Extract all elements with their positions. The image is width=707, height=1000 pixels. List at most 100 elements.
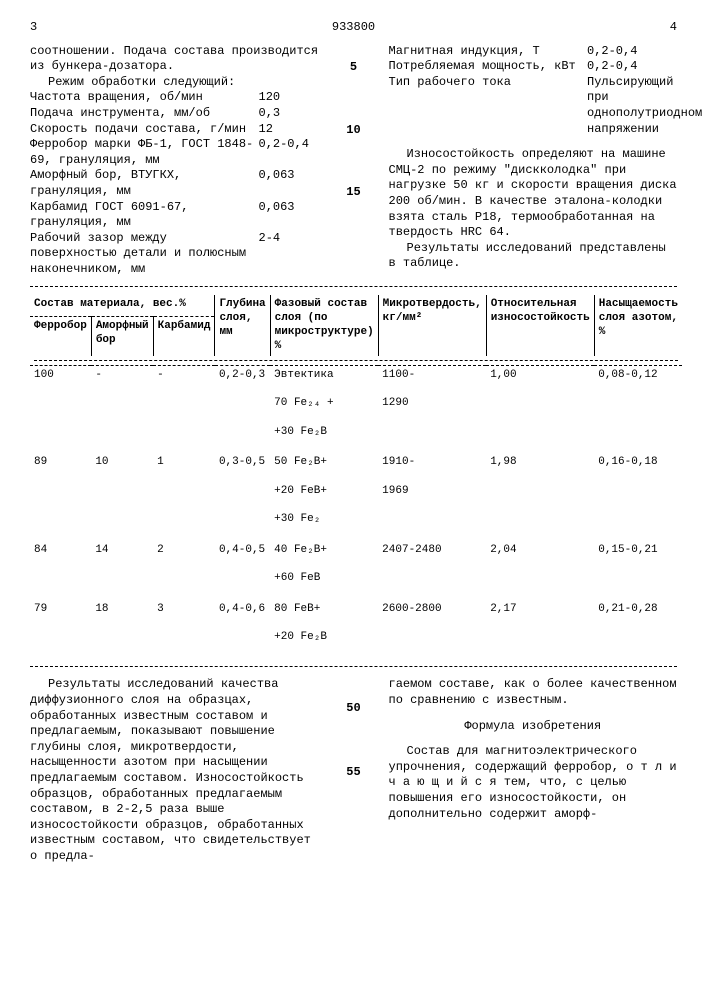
cell: 1910-1969 <box>378 453 486 528</box>
param-row: Частота вращения, об/мин120 <box>30 90 319 106</box>
cell: 0,16-0,18 <box>594 453 682 528</box>
param-row: Аморфный бор, ВТУГКХ, грануляция, мм0,06… <box>30 168 319 199</box>
phase-cell: 40 Fe₂B++60 FeB <box>270 541 378 588</box>
formula-title: Формула изобретения <box>389 719 678 735</box>
param-value: Пульсирующий при однополутриодном напряж… <box>587 75 677 137</box>
table-top-rule <box>30 286 677 287</box>
cell: 2 <box>153 541 215 588</box>
param-label: Магнитная индукция, Т <box>389 44 588 60</box>
upper-columns: соотношении. Подача состава производится… <box>30 44 677 278</box>
line-num <box>344 76 364 92</box>
cell: 0,4-0,6 <box>215 600 270 647</box>
line-num: 15 <box>344 185 364 216</box>
param-value: 0,3 <box>259 106 319 122</box>
intro-text: соотношении. Подача состава производится… <box>30 44 319 75</box>
cell: 10 <box>91 453 153 528</box>
param-value: 2-4 <box>259 231 319 278</box>
cell: 0,08-0,12 <box>594 365 682 441</box>
right-para2: Результаты исследований представлены в т… <box>389 241 678 272</box>
left-column: соотношении. Подача состава производится… <box>30 44 319 278</box>
cell: 1,98 <box>486 453 594 528</box>
results-table: Состав материала, вес.%Глубина слоя, ммФ… <box>30 295 682 659</box>
cell: 3 <box>153 600 215 647</box>
page-right: 4 <box>670 20 677 36</box>
table-row: 891010,3-0,550 Fe₂B++20 FeB++30 Fe₂1910-… <box>30 453 682 528</box>
cell: - <box>153 365 215 441</box>
param-row: Подача инструмента, мм/об0,3 <box>30 106 319 122</box>
cell: 0,3-0,5 <box>215 453 270 528</box>
cell: 1100-1290 <box>378 365 486 441</box>
param-label: Ферробор марки ФБ-1, ГОСТ 1848-69, грану… <box>30 137 259 168</box>
phase-cell: Эвтектика70 Fe₂₄ ++30 Fe₂B <box>270 365 378 441</box>
param-label: Потребляемая мощность, кВт <box>389 59 588 75</box>
page-header: 3 933800 4 <box>30 20 677 36</box>
cell: 2407-2480 <box>378 541 486 588</box>
right-column: Магнитная индукция, Т0,2-0,4Потребляемая… <box>389 44 678 278</box>
line-num <box>344 154 364 185</box>
cell: 2,04 <box>486 541 594 588</box>
param-label: Частота вращения, об/мин <box>30 90 259 106</box>
param-row: Тип рабочего токаПульсирующий при однопо… <box>389 75 678 137</box>
cell: 0,4-0,5 <box>215 541 270 588</box>
cell: 14 <box>91 541 153 588</box>
param-label: Аморфный бор, ВТУГКХ, грануляция, мм <box>30 168 259 199</box>
bottom-right-p2: Состав для магнитоэлектрического упрочне… <box>389 744 678 822</box>
param-value: 12 <box>259 122 319 138</box>
cell: 0,21-0,28 <box>594 600 682 647</box>
cell: 2,17 <box>486 600 594 647</box>
bottom-left: Результаты исследований качества диффузи… <box>30 677 319 864</box>
param-label: Скорость подачи состава, г/мин <box>30 122 259 138</box>
bottom-right-p1: гаемом составе, как о более качественном… <box>389 677 678 708</box>
param-value: 0,063 <box>259 168 319 199</box>
param-value: 0,063 <box>259 200 319 231</box>
mode-title: Режим обработки следующий: <box>30 75 319 91</box>
param-value: 0,2-0,4 <box>587 44 677 60</box>
param-row: Скорость подачи состава, г/мин12 <box>30 122 319 138</box>
cell: 1 <box>153 453 215 528</box>
cell: 79 <box>30 600 91 647</box>
page-left: 3 <box>30 20 37 36</box>
param-row: Рабочий зазор между поверхностью детали … <box>30 231 319 278</box>
param-row: Ферробор марки ФБ-1, ГОСТ 1848-69, грану… <box>30 137 319 168</box>
ln50: 50 <box>344 701 364 717</box>
table-row: 841420,4-0,540 Fe₂B++60 FeB2407-24802,04… <box>30 541 682 588</box>
bottom-right: гаемом составе, как о более качественном… <box>389 677 678 864</box>
line-num <box>344 92 364 123</box>
param-label: Тип рабочего тока <box>389 75 588 137</box>
cell: 84 <box>30 541 91 588</box>
param-label: Карбамид ГОСТ 6091-67, грануляция, мм <box>30 200 259 231</box>
param-value: 120 <box>259 90 319 106</box>
phase-cell: 50 Fe₂B++20 FeB++30 Fe₂ <box>270 453 378 528</box>
param-label: Рабочий зазор между поверхностью детали … <box>30 231 259 278</box>
right-para1: Износостойкость определяют на машине СМЦ… <box>389 147 678 241</box>
table-row: 100--0,2-0,3Эвтектика70 Fe₂₄ ++30 Fe₂B11… <box>30 365 682 441</box>
phase-cell: 80 FeB++20 Fe₂B <box>270 600 378 647</box>
patent-number: 933800 <box>37 20 670 36</box>
param-row: Магнитная индукция, Т0,2-0,4 <box>389 44 678 60</box>
param-row: Потребляемая мощность, кВт0,2-0,4 <box>389 59 678 75</box>
param-value: 0,2-0,4 <box>259 137 319 168</box>
cell: 18 <box>91 600 153 647</box>
line-num <box>344 44 364 60</box>
left-params: Частота вращения, об/мин120Подача инстру… <box>30 90 319 277</box>
cell: 100 <box>30 365 91 441</box>
line-num: 10 <box>344 123 364 154</box>
line-numbers: 5 10 15 <box>344 44 364 278</box>
bottom-left-para: Результаты исследований качества диффузи… <box>30 677 319 864</box>
param-row: Карбамид ГОСТ 6091-67, грануляция, мм0,0… <box>30 200 319 231</box>
lower-columns: Результаты исследований качества диффузи… <box>30 677 677 864</box>
param-label: Подача инструмента, мм/об <box>30 106 259 122</box>
table-bottom-rule <box>30 666 677 667</box>
table-row: 791830,4-0,680 FeB++20 Fe₂B2600-28002,17… <box>30 600 682 647</box>
cell: 1,00 <box>486 365 594 441</box>
cell: 89 <box>30 453 91 528</box>
ln55: 55 <box>344 765 364 781</box>
cell: - <box>91 365 153 441</box>
param-value: 0,2-0,4 <box>587 59 677 75</box>
bottom-line-nums: 50 55 <box>344 677 364 864</box>
cell: 0,15-0,21 <box>594 541 682 588</box>
cell: 2600-2800 <box>378 600 486 647</box>
right-params: Магнитная индукция, Т0,2-0,4Потребляемая… <box>389 44 678 138</box>
cell: 0,2-0,3 <box>215 365 270 441</box>
line-num: 5 <box>344 60 364 76</box>
